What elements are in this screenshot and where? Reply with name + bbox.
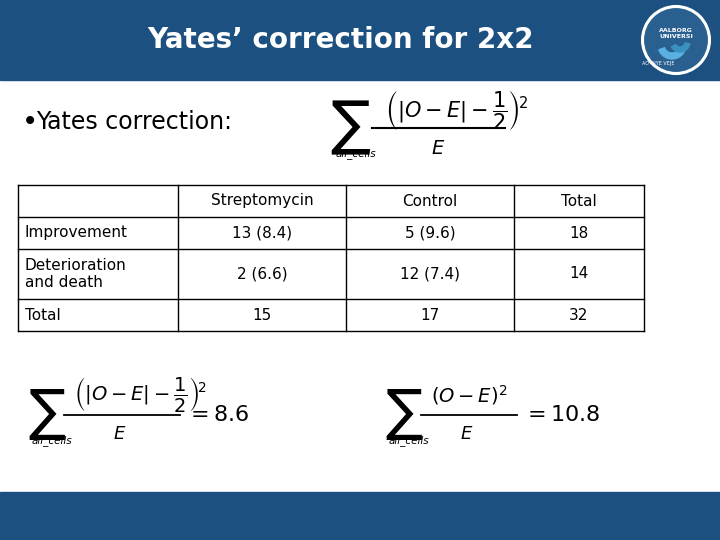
Text: 17: 17 (420, 307, 440, 322)
Text: UNIVERSI: UNIVERSI (659, 35, 693, 39)
Text: all_cells: all_cells (32, 436, 73, 447)
Text: $E$: $E$ (460, 425, 474, 443)
Text: 13 (8.4): 13 (8.4) (232, 226, 292, 240)
Text: 14: 14 (570, 267, 589, 281)
Text: $=10.8$: $=10.8$ (523, 405, 600, 425)
Text: 15: 15 (253, 307, 271, 322)
Text: all_cells: all_cells (389, 436, 430, 447)
Text: Yates’ correction for 2x2: Yates’ correction for 2x2 (147, 26, 534, 54)
Circle shape (644, 8, 708, 72)
Bar (0, 80, 720, 492)
Wedge shape (671, 43, 690, 52)
Text: $\sum$: $\sum$ (330, 99, 371, 157)
Text: $E$: $E$ (431, 138, 445, 158)
Wedge shape (659, 48, 685, 59)
Text: 12 (7.4): 12 (7.4) (400, 267, 460, 281)
Text: AO  NYE VEJE: AO NYE VEJE (642, 62, 674, 66)
Text: Total: Total (25, 307, 60, 322)
Text: $=8.6$: $=8.6$ (186, 405, 249, 425)
Text: Improvement: Improvement (25, 226, 128, 240)
Text: $\left(|O-E|-\dfrac{1}{2}\right)^{\!2}$: $\left(|O-E|-\dfrac{1}{2}\right)^{\!2}$ (74, 375, 207, 415)
Text: 32: 32 (570, 307, 589, 322)
Text: AALBORG: AALBORG (659, 28, 693, 32)
Text: $\sum$: $\sum$ (28, 388, 66, 442)
Text: 18: 18 (570, 226, 589, 240)
Text: $E$: $E$ (113, 425, 127, 443)
Text: 5 (9.6): 5 (9.6) (405, 226, 455, 240)
Text: 2 (6.6): 2 (6.6) (237, 267, 287, 281)
Text: $\left(|O-E|-\dfrac{1}{2}\right)^{\!2}$: $\left(|O-E|-\dfrac{1}{2}\right)^{\!2}$ (385, 89, 528, 132)
Text: Total: Total (561, 193, 597, 208)
Text: Control: Control (402, 193, 458, 208)
Circle shape (642, 6, 710, 74)
Text: Streptomycin: Streptomycin (211, 193, 313, 208)
Text: Yates correction:: Yates correction: (36, 110, 232, 134)
Bar (0, 0, 720, 80)
Text: $(O-E)^{2}$: $(O-E)^{2}$ (431, 383, 508, 407)
Text: Deterioration
and death: Deterioration and death (25, 258, 127, 290)
Bar (0, 492, 720, 540)
Text: •: • (22, 108, 38, 136)
Text: all_cells: all_cells (336, 148, 377, 159)
Text: $\sum$: $\sum$ (385, 388, 423, 442)
